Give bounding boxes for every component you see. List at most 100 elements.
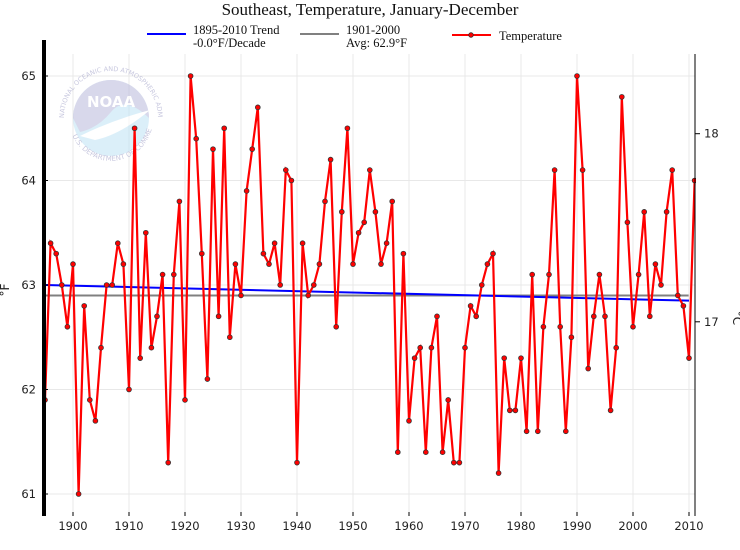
temperature-point <box>344 125 351 132</box>
temperature-point <box>501 355 508 361</box>
x-tick-label: 1930 <box>226 519 255 533</box>
temperature-point <box>652 261 659 267</box>
temperature-point <box>109 282 115 288</box>
temperature-point <box>176 198 183 205</box>
trend-line <box>45 284 690 302</box>
temperature-point <box>602 313 608 320</box>
temperature-point <box>546 271 552 278</box>
temperature-point <box>115 240 121 247</box>
temperature-point <box>686 355 692 361</box>
y-tick-label: 65 <box>21 69 36 83</box>
temperature-point <box>271 240 278 247</box>
legend-trend-label-1: 1895-2010 Trend <box>193 23 280 37</box>
temperature-point <box>473 313 480 320</box>
temperature-point <box>417 344 424 351</box>
temperature-point <box>316 261 323 267</box>
temperature-point <box>322 198 328 205</box>
temperature-point <box>450 459 457 466</box>
temperature-point <box>282 167 289 173</box>
temperature-point <box>406 418 412 424</box>
temperature-point <box>210 146 216 152</box>
x-tick-label: 1900 <box>58 519 87 533</box>
y-tick-label: 61 <box>21 487 36 501</box>
x-tick-label: 1990 <box>562 519 591 533</box>
y-axis-label-right: °C <box>730 311 740 325</box>
temperature-point <box>92 418 99 424</box>
temperature-point <box>249 146 256 152</box>
temperature-point <box>378 261 384 267</box>
temperature-point <box>383 240 390 247</box>
temperature-point <box>64 323 71 330</box>
temperature-point <box>193 135 200 142</box>
temperature-point <box>646 313 653 320</box>
temperature-point <box>366 167 373 173</box>
x-tick-label: 1950 <box>338 519 367 533</box>
temperature-point <box>75 491 82 497</box>
y-tick-label: 64 <box>21 174 36 188</box>
temperature-point <box>596 271 603 278</box>
temperature-point <box>663 209 670 215</box>
temperature-point <box>299 240 306 247</box>
temperature-point <box>512 407 519 414</box>
temperature-point <box>478 282 485 288</box>
temperature-point <box>394 449 401 456</box>
x-tick-label: 1920 <box>170 519 199 533</box>
temperature-point <box>310 282 317 288</box>
temperature-point <box>53 250 59 257</box>
temperature-point <box>154 313 160 320</box>
temperature-point <box>227 334 233 341</box>
temperature-point <box>439 449 446 456</box>
temperature-point <box>47 240 54 247</box>
temperature-point <box>187 73 194 79</box>
legend-temperature-marker <box>468 32 474 38</box>
temperature-point <box>58 282 65 288</box>
legend-average-label-1: 1901-2000 <box>346 23 400 37</box>
temperature-point <box>232 261 239 267</box>
temperature-point <box>445 397 452 403</box>
temperature-point <box>389 198 396 205</box>
temperature-point <box>70 261 76 267</box>
y-tick-label: 62 <box>21 383 36 397</box>
x-tick-label: 2010 <box>674 519 703 533</box>
temperature-point <box>305 292 312 299</box>
grid <box>45 54 695 516</box>
temperature-point <box>462 344 468 351</box>
temperature-point <box>137 355 144 361</box>
temperature-point <box>585 365 591 372</box>
temperature-point <box>254 104 261 111</box>
x-tick-label: 1960 <box>394 519 423 533</box>
temperature-point <box>238 292 244 299</box>
temperature-point <box>590 313 597 320</box>
logo-center-text: NOAA <box>87 93 136 111</box>
temperature-point <box>669 167 675 173</box>
legend-temperature-label: Temperature <box>499 29 562 43</box>
temperature-point <box>204 376 211 382</box>
temperature-point <box>148 344 155 351</box>
temperature-point <box>540 323 547 330</box>
temperature-point <box>674 292 681 299</box>
temperature-point <box>243 188 250 194</box>
left-axis-ticks: 61 62 63 64 65 <box>21 69 48 501</box>
temperature-point <box>131 125 138 132</box>
temperature-point <box>288 177 295 184</box>
temperature-point <box>428 344 435 351</box>
temperature-point <box>484 261 491 267</box>
temperature-point <box>618 94 625 100</box>
temperature-point <box>641 209 647 215</box>
temperature-point <box>613 344 619 351</box>
temperature-point <box>518 355 524 361</box>
temperature-point <box>635 271 642 278</box>
temperature-points <box>45 73 696 497</box>
temperature-point <box>434 313 440 320</box>
legend: 1895-2010 Trend -0.0°F/Decade 1901-2000 … <box>147 23 562 50</box>
legend-trend-label-2: -0.0°F/Decade <box>193 36 266 50</box>
temperature-point <box>467 303 474 309</box>
temperature-point <box>523 428 530 435</box>
temperature-point <box>658 282 664 288</box>
temperature-point <box>557 323 563 330</box>
temperature-point <box>266 261 272 267</box>
temperature-point <box>680 303 687 309</box>
right-tick-label: 18 <box>704 127 719 141</box>
temperature-point <box>182 397 188 403</box>
